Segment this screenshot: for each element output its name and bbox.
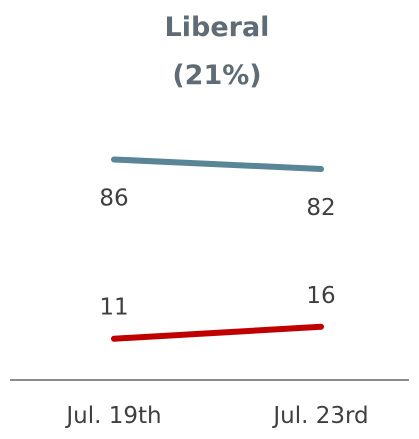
data-label-s0-p1: 82 — [306, 195, 335, 221]
series-line-0 — [111, 156, 324, 173]
series-line-1 — [111, 323, 324, 342]
chart-subtitle: (21%) — [172, 60, 261, 91]
x-tick-label-1: Jul. 23rd — [271, 403, 368, 429]
series-layer — [111, 156, 324, 342]
chart-title: Liberal — [165, 12, 270, 43]
tick-layer: Jul. 19th Jul. 23rd — [64, 403, 368, 429]
label-layer: 86 82 11 16 — [99, 185, 335, 320]
data-label-s0-p0: 86 — [99, 185, 128, 211]
data-label-s1-p0: 11 — [99, 295, 128, 321]
data-label-s1-p1: 16 — [306, 283, 335, 309]
x-tick-label-0: Jul. 19th — [64, 403, 161, 429]
